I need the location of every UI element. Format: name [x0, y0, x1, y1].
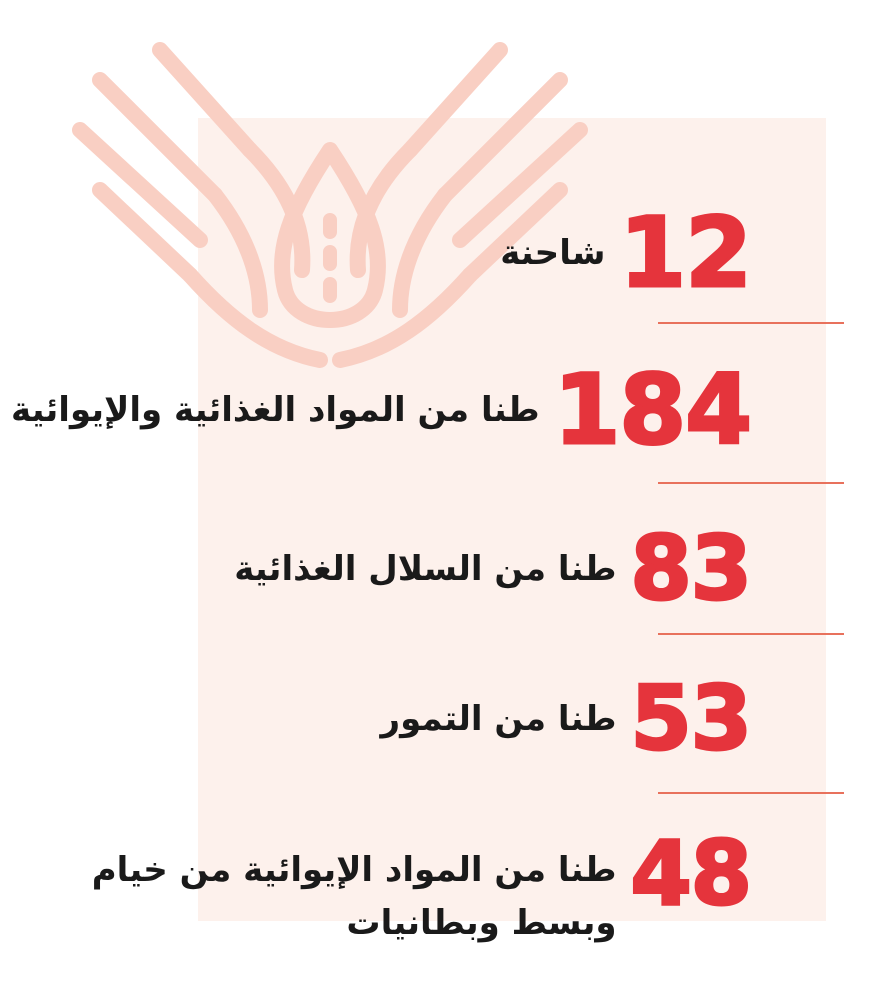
divider: [658, 322, 844, 324]
stat-number: 48: [629, 822, 753, 925]
giving-hands-icon: [72, 42, 588, 368]
stat-row-dates: 53 طنا من التمور: [380, 667, 754, 770]
stat-label: طنا من المواد الغذائية والإيوائية: [11, 389, 540, 430]
stat-row-food-shelter: 184 طنا من المواد الغذائية والإيوائية: [11, 354, 753, 466]
stat-label: طنا من المواد الإيوائية من خيام وبسط وبط…: [91, 850, 617, 943]
stat-label: طنا من التمور: [380, 698, 617, 739]
divider: [658, 482, 844, 484]
stat-label: شاحنة: [500, 232, 606, 273]
stat-number: 53: [629, 667, 753, 770]
stat-row-food-baskets: 83 طنا من السلال الغذائية: [234, 517, 753, 620]
stat-number: 83: [629, 517, 753, 620]
divider: [658, 633, 844, 635]
divider: [658, 792, 844, 794]
stat-row-shelter: 48 طنا من المواد الإيوائية من خيام وبسط …: [77, 822, 754, 949]
stat-label: طنا من السلال الغذائية: [234, 548, 617, 589]
stat-row-trucks: 12 شاحنة: [500, 197, 754, 309]
stat-number: 184: [552, 354, 753, 466]
stat-number: 12: [618, 197, 754, 309]
